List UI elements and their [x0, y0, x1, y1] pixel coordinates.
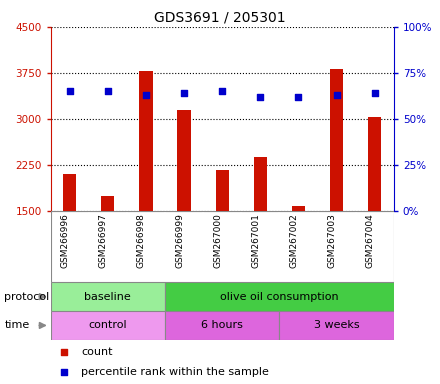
Text: GSM266997: GSM266997: [99, 214, 108, 268]
Text: time: time: [4, 320, 29, 331]
Point: [61, 349, 68, 355]
Text: GSM267001: GSM267001: [251, 214, 260, 268]
Text: GSM267000: GSM267000: [213, 214, 222, 268]
Text: 3 weeks: 3 weeks: [314, 320, 359, 331]
Text: baseline: baseline: [84, 291, 131, 302]
Text: GSM267003: GSM267003: [328, 214, 337, 268]
Point: [295, 94, 302, 100]
Point: [333, 92, 340, 98]
Bar: [63, 174, 77, 211]
Bar: [330, 69, 343, 211]
Text: GSM267004: GSM267004: [366, 214, 375, 268]
Bar: [177, 110, 191, 211]
Bar: [165, 311, 279, 340]
Point: [257, 94, 264, 100]
Text: GSM267002: GSM267002: [290, 214, 298, 268]
Bar: [253, 157, 267, 211]
Bar: [101, 196, 114, 211]
Point: [143, 92, 150, 98]
Text: GSM266999: GSM266999: [175, 214, 184, 268]
Text: protocol: protocol: [4, 291, 50, 302]
Text: 6 hours: 6 hours: [201, 320, 243, 331]
Text: olive oil consumption: olive oil consumption: [220, 291, 339, 302]
Text: GSM266996: GSM266996: [61, 214, 70, 268]
Bar: [51, 282, 165, 311]
Text: GSM266998: GSM266998: [137, 214, 146, 268]
Point: [61, 369, 68, 375]
Point: [180, 90, 187, 96]
Bar: [165, 282, 394, 311]
Bar: [292, 206, 305, 211]
Point: [219, 88, 226, 94]
Point: [371, 90, 378, 96]
Bar: [139, 71, 153, 211]
Text: percentile rank within the sample: percentile rank within the sample: [81, 367, 269, 377]
Bar: [279, 311, 394, 340]
Text: count: count: [81, 347, 113, 357]
Bar: [216, 170, 229, 211]
Bar: [368, 117, 381, 211]
Bar: [51, 311, 165, 340]
Text: GDS3691 / 205301: GDS3691 / 205301: [154, 11, 286, 25]
Point: [66, 88, 73, 94]
Text: control: control: [88, 320, 127, 331]
Point: [104, 88, 111, 94]
